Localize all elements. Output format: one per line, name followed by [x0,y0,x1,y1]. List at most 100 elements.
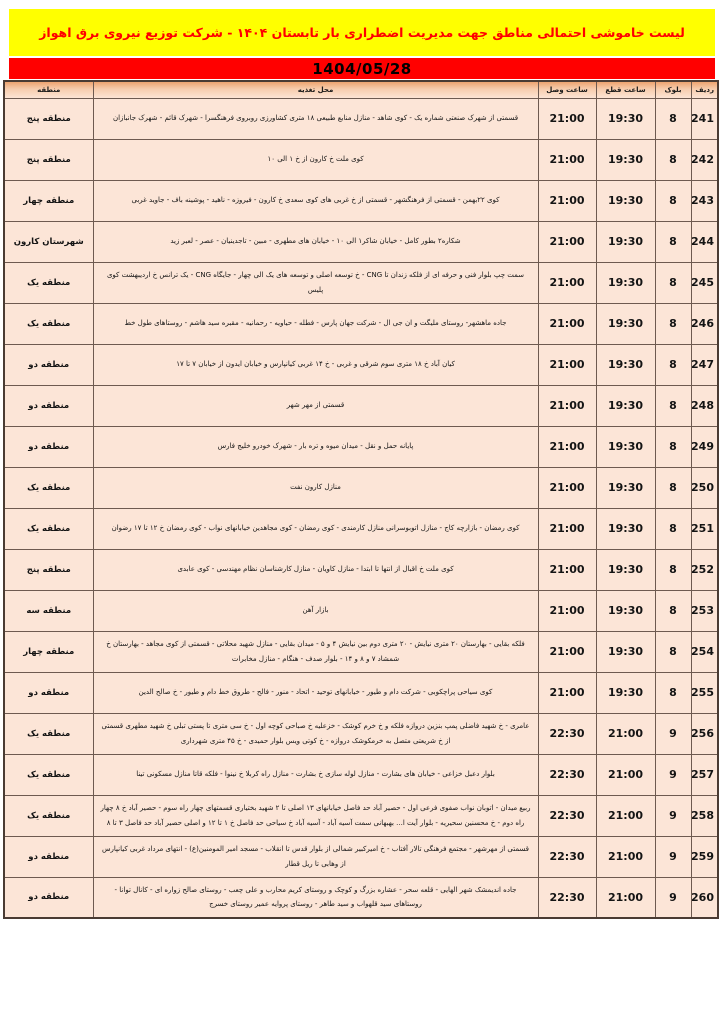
block-cell: 8 [654,630,692,673]
location-cell: کوی ملت خ کارون از خ ۱ الی ۱۰ [92,138,539,181]
location-cell: کوی رمضان - بازارچه کاج - منازل اتوبوسرا… [92,507,539,550]
location-cell: پایانه حمل و نقل - میدان میوه و تره بار … [92,425,539,468]
location-cell: قسمتی از مهر شهر [92,384,539,427]
region-cell: منطقه یک [3,753,94,796]
cut-time-cell: 21:00 [595,876,656,919]
region-cell: منطقه یک [3,466,94,509]
block-cell: 8 [654,261,692,304]
location-cell: جاده اندیمشک شهر الهایی - قلعه سحر - عشا… [92,876,539,919]
location-cell: عامری - خ شهید فاضلی پمپ بنزین دروازه فل… [92,712,539,755]
restore-time-cell: 21:00 [537,589,597,632]
block-cell: 9 [654,876,692,919]
location-cell: منازل کارون نفت [92,466,539,509]
table-row: 255 8 19:30 21:00 کوی سیاحی پراچکوبی - ش… [3,671,719,714]
restore-time-cell: 21:00 [537,302,597,345]
region-cell: منطقه یک [3,712,94,755]
table-row: 249 8 19:30 21:00 پایانه حمل و نقل - مید… [3,425,719,468]
row-number-cell: 250 [690,466,719,509]
block-cell: 9 [654,794,692,837]
restore-time-cell: 21:00 [537,548,597,591]
row-number-cell: 254 [690,630,719,673]
cut-time-cell: 19:30 [595,548,656,591]
region-cell: منطقه یک [3,507,94,550]
restore-time-cell: 22:30 [537,753,597,796]
restore-time-cell: 21:00 [537,507,597,550]
date-text: 1404/05/28 [312,59,412,78]
restore-time-cell: 21:00 [537,138,597,181]
row-number-cell: 245 [690,261,719,304]
restore-time-cell: 21:00 [537,261,597,304]
restore-time-cell: 21:00 [537,97,597,140]
block-cell: 8 [654,466,692,509]
table-row: 248 8 19:30 21:00 قسمتی از مهر شهر منطقه… [3,384,719,427]
block-cell: 8 [654,138,692,181]
location-cell: کیان آباد خ ۱۸ متری سوم شرقی و غربی - خ … [92,343,539,386]
cut-time-cell: 19:30 [595,138,656,181]
region-cell: منطقه دو [3,343,94,386]
table-row: 257 9 21:00 22:30 بلوار دعبل خزاعی - خیا… [3,753,719,796]
outage-table-header: ردیف بلوک ساعت قطع ساعت وصل محل تغذیه من… [3,80,719,99]
cut-time-cell: 19:30 [595,97,656,140]
restore-time-cell: 21:00 [537,343,597,386]
block-cell: 8 [654,507,692,550]
block-cell: 9 [654,753,692,796]
table-row: 252 8 19:30 21:00 کوی ملت خ اقبال از انت… [3,548,719,591]
cut-time-cell: 19:30 [595,220,656,263]
row-number-cell: 252 [690,548,719,591]
cut-time-cell: 19:30 [595,343,656,386]
col-header-restore-time: ساعت وصل [537,80,597,99]
block-cell: 8 [654,425,692,468]
table-row: 241 8 19:30 21:00 قسمتی از شهرک صنعتی شم… [3,97,719,140]
restore-time-cell: 22:30 [537,712,597,755]
row-number-cell: 243 [690,179,719,222]
cut-time-cell: 19:30 [595,589,656,632]
block-cell: 9 [654,835,692,878]
location-cell: شکاره۲ بطور کامل - خیابان شاکر۱ الی ۱۰ -… [92,220,539,263]
cut-time-cell: 19:30 [595,466,656,509]
title-banner: لیست خاموشی احتمالی مناطق جهت مدیریت اضط… [9,9,715,56]
block-cell: 8 [654,302,692,345]
table-row: 256 9 21:00 22:30 عامری - خ شهید فاضلی پ… [3,712,719,755]
row-number-cell: 249 [690,425,719,468]
table-row: 246 8 19:30 21:00 جاده ماهشهر- روستای مل… [3,302,719,345]
region-cell: منطقه پنج [3,138,94,181]
cut-time-cell: 21:00 [595,712,656,755]
row-number-cell: 259 [690,835,719,878]
table-row: 251 8 19:30 21:00 کوی رمضان - بازارچه کا… [3,507,719,550]
region-cell: منطقه دو [3,876,94,919]
table-row: 253 8 19:30 21:00 بازار آهن منطقه سه [3,589,719,632]
row-number-cell: 260 [690,876,719,919]
table-row: 243 8 19:30 21:00 کوی ۲۲بهمن - قسمتی از … [3,179,719,222]
restore-time-cell: 22:30 [537,794,597,837]
cut-time-cell: 19:30 [595,261,656,304]
region-cell: منطقه دو [3,671,94,714]
col-header-block: بلوک [654,80,692,99]
title-banner-text: لیست خاموشی احتمالی مناطق جهت مدیریت اضط… [39,25,685,40]
restore-time-cell: 21:00 [537,630,597,673]
restore-time-cell: 22:30 [537,876,597,919]
restore-time-cell: 21:00 [537,425,597,468]
cut-time-cell: 21:00 [595,835,656,878]
table-row: 250 8 19:30 21:00 منازل کارون نفت منطقه … [3,466,719,509]
cut-time-cell: 19:30 [595,384,656,427]
region-cell: منطقه چهار [3,179,94,222]
block-cell: 8 [654,384,692,427]
row-number-cell: 258 [690,794,719,837]
table-row: 260 9 21:00 22:30 جاده اندیمشک شهر الهای… [3,876,719,919]
col-header-row-number: ردیف [690,80,719,99]
block-cell: 8 [654,220,692,263]
block-cell: 8 [654,671,692,714]
location-cell: کوی سیاحی پراچکوبی - شرکت دام و طیور - خ… [92,671,539,714]
location-cell: بلوار دعبل خزاعی - خیابان های بشارت - من… [92,753,539,796]
col-header-cut-time: ساعت قطع [595,80,656,99]
location-cell: قسمتی از شهرک صنعتی شماره یک - کوی شاهد … [92,97,539,140]
block-cell: 8 [654,548,692,591]
row-number-cell: 246 [690,302,719,345]
table-row: 259 9 21:00 22:30 قسمتی از مهرشهر - مجتم… [3,835,719,878]
restore-time-cell: 21:00 [537,671,597,714]
block-cell: 8 [654,589,692,632]
block-cell: 8 [654,97,692,140]
region-cell: منطقه دو [3,384,94,427]
table-row: 254 8 19:30 21:00 فلکه بقایی - بهارستان … [3,630,719,673]
